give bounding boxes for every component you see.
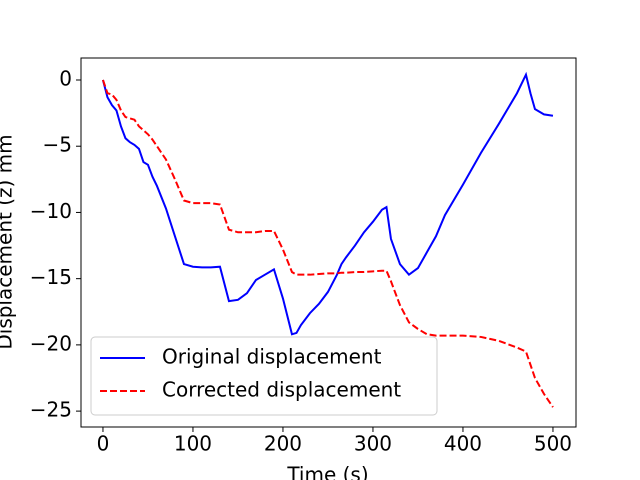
y-tick-label: −15 [30,265,72,289]
data-line [102,79,554,408]
x-tick-label: 400 [444,432,482,456]
legend-box [90,336,438,416]
y-tick-label: −25 [30,398,72,422]
x-tick-label: 0 [97,432,110,456]
plot-frame [80,57,577,428]
x-tick-label: 300 [354,432,392,456]
y-tick-label: −5 [43,133,72,157]
legend-label: Original displacement [162,345,382,369]
x-tick-label: 200 [264,432,302,456]
x-tick-label: 100 [174,432,212,456]
y-tick-label: 0 [59,66,72,90]
x-tick-label: 500 [534,432,572,456]
y-tick-label: −10 [30,199,72,223]
legend-label: Corrected displacement [162,378,401,402]
x-axis-label: Time (s) [286,463,368,480]
y-axis-label: Displacement (z) mm [0,134,17,349]
legend: Original displacement Corrected displacem… [90,336,438,416]
data-line [101,71,554,336]
y-tick-label: −20 [30,331,72,355]
